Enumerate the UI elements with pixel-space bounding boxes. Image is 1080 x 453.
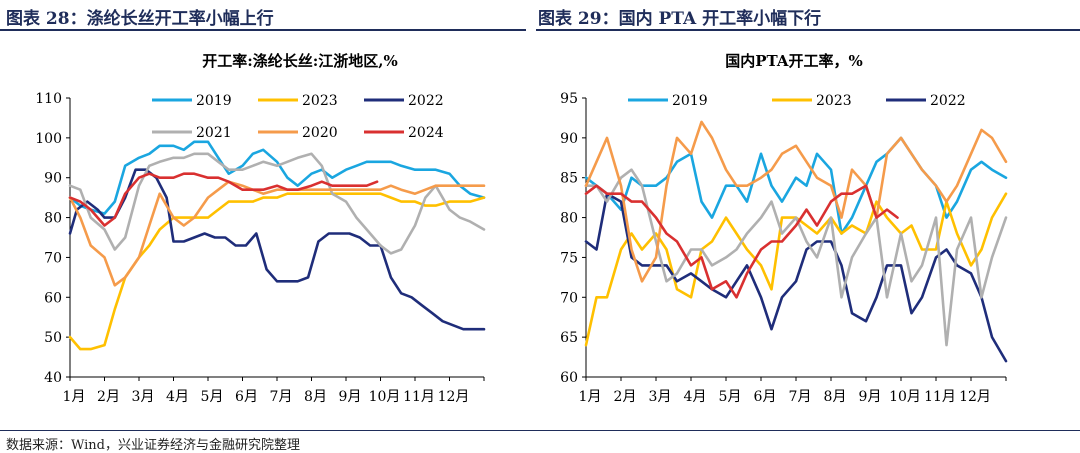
y-tick-label: 70 bbox=[560, 290, 578, 306]
x-tick-label: 11月 bbox=[924, 389, 956, 405]
x-tick-label: 4月 bbox=[684, 389, 707, 405]
figure-29-heading: 图表 29：国内 PTA 开工率小幅下行 bbox=[538, 9, 822, 29]
legend-label-2020: 2020 bbox=[302, 125, 338, 141]
y-tick-label: 90 bbox=[560, 131, 578, 147]
x-tick-label: 2月 bbox=[614, 389, 637, 405]
figure-28-heading: 图表 28：涤纶长丝开工率小幅上行 bbox=[6, 9, 274, 29]
x-tick-label: 8月 bbox=[304, 389, 327, 405]
figure-29-rule bbox=[536, 29, 1080, 31]
chart-title: 开工率:涤纶长丝:江浙地区,% bbox=[202, 52, 398, 70]
y-tick-label: 90 bbox=[44, 171, 62, 187]
x-tick-label: 9月 bbox=[339, 389, 362, 405]
x-tick-label: 4月 bbox=[166, 389, 189, 405]
legend-label-2021: 2021 bbox=[196, 125, 232, 141]
legend-label-2023: 2023 bbox=[302, 93, 338, 109]
y-tick-label: 60 bbox=[44, 290, 62, 306]
series-line-2020 bbox=[584, 120, 1008, 283]
source-rule bbox=[0, 430, 1080, 431]
x-tick-label: 6月 bbox=[754, 389, 777, 405]
legend-label-2022: 2022 bbox=[930, 93, 966, 109]
y-tick-label: 95 bbox=[560, 91, 578, 107]
series-line-2023 bbox=[68, 192, 486, 351]
y-tick-label: 75 bbox=[560, 250, 578, 266]
figure-28-rule bbox=[0, 29, 526, 31]
source-note: 数据来源：Wind，兴业证券经济与金融研究院整理 bbox=[6, 438, 300, 453]
y-tick-label: 80 bbox=[44, 211, 62, 227]
y-tick-label: 65 bbox=[560, 330, 578, 346]
series-line-2024 bbox=[584, 184, 899, 299]
x-tick-label: 1月 bbox=[63, 389, 86, 405]
y-tick-label: 110 bbox=[35, 91, 62, 107]
chart-pta-operating-rate: 国内PTA开工率，% 60 65 70 75 80 85 90 95 1月 2月 3月 4月 5月 6月 7月… bbox=[560, 52, 1008, 405]
y-tick-label: 60 bbox=[560, 370, 578, 386]
legend-label-2024: 2024 bbox=[408, 125, 444, 141]
x-tick-label: 11月 bbox=[403, 389, 435, 405]
x-tick-label: 5月 bbox=[201, 389, 224, 405]
x-tick-label: 3月 bbox=[649, 389, 672, 405]
series-line-2021 bbox=[584, 168, 1008, 347]
chart-title: 国内PTA开工率，% bbox=[725, 52, 863, 70]
y-tick-label: 80 bbox=[560, 211, 578, 227]
x-tick-label: 2月 bbox=[97, 389, 120, 405]
y-tick-label: 100 bbox=[35, 131, 62, 147]
series-line-2020 bbox=[68, 180, 486, 287]
chart-spandex-operating-rate: 开工率:涤纶长丝:江浙地区,% 40 50 60 70 80 90 100 110 1月 2月 3月 4… bbox=[35, 52, 486, 405]
x-tick-label: 12月 bbox=[959, 389, 991, 405]
x-tick-label: 8月 bbox=[824, 389, 847, 405]
x-tick-label: 9月 bbox=[859, 389, 882, 405]
x-tick-label: 10月 bbox=[889, 389, 921, 405]
y-tick-label: 50 bbox=[44, 330, 62, 346]
x-tick-label: 3月 bbox=[132, 389, 155, 405]
x-tick-label: 10月 bbox=[369, 389, 401, 405]
x-tick-label: 7月 bbox=[270, 389, 293, 405]
legend-label-2019: 2019 bbox=[196, 93, 232, 109]
series-line-2019 bbox=[68, 140, 486, 215]
x-tick-label: 1月 bbox=[579, 389, 602, 405]
series-line-2024 bbox=[68, 172, 379, 227]
legend-label-2023: 2023 bbox=[816, 93, 852, 109]
series-line-2022 bbox=[68, 168, 486, 331]
x-tick-label: 12月 bbox=[438, 389, 470, 405]
y-tick-label: 70 bbox=[44, 250, 62, 266]
x-tick-label: 6月 bbox=[235, 389, 258, 405]
x-tick-label: 5月 bbox=[719, 389, 742, 405]
legend-label-2022: 2022 bbox=[408, 93, 444, 109]
y-tick-label: 85 bbox=[560, 171, 578, 187]
legend-label-2019: 2019 bbox=[672, 93, 708, 109]
series-line-2022 bbox=[584, 192, 1008, 363]
x-tick-label: 7月 bbox=[789, 389, 812, 405]
y-tick-label: 40 bbox=[44, 370, 62, 386]
series-line-2021 bbox=[68, 152, 486, 255]
